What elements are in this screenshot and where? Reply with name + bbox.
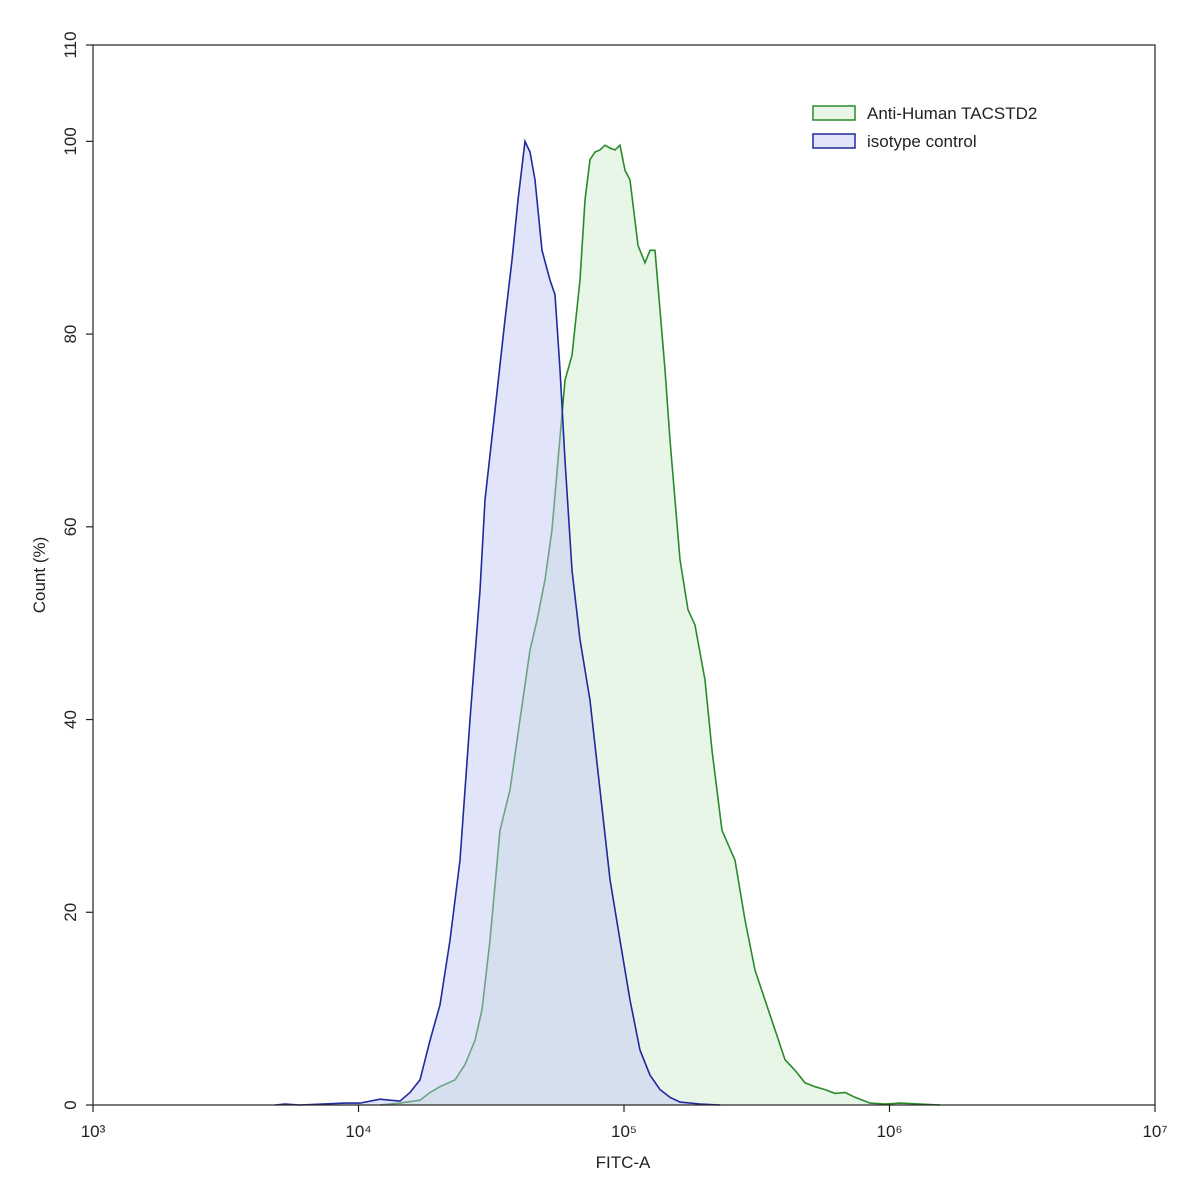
legend-swatch [812, 105, 856, 121]
x-axis-label: FITC-A [596, 1153, 651, 1172]
y-tick-label: 100 [61, 127, 80, 155]
x-tick-label: 10⁵ [611, 1122, 637, 1141]
area [380, 145, 940, 1105]
x-tick-label: 10⁷ [1142, 1122, 1167, 1141]
legend-label: isotype control [867, 132, 977, 151]
line [379, 143, 941, 1106]
y-tick-label: 110 [61, 31, 80, 58]
area [275, 141, 720, 1105]
legend-swatch [812, 133, 856, 149]
x-tick-label: 10⁴ [345, 1122, 371, 1141]
plot-area [275, 138, 941, 1106]
x-tick-label: 10⁶ [877, 1122, 903, 1141]
y-tick-label: 0 [61, 1100, 80, 1109]
y-tick-label: 20 [61, 903, 80, 922]
y-tick-label: 80 [61, 325, 80, 344]
x-tick-label: 10³ [81, 1122, 106, 1141]
y-tick-label: 60 [61, 517, 80, 536]
y-tick-label: 40 [61, 710, 80, 729]
legend-label: Anti-Human TACSTD2 [867, 104, 1037, 123]
line [275, 138, 721, 1106]
y-axis-label: Count (%) [30, 537, 49, 614]
